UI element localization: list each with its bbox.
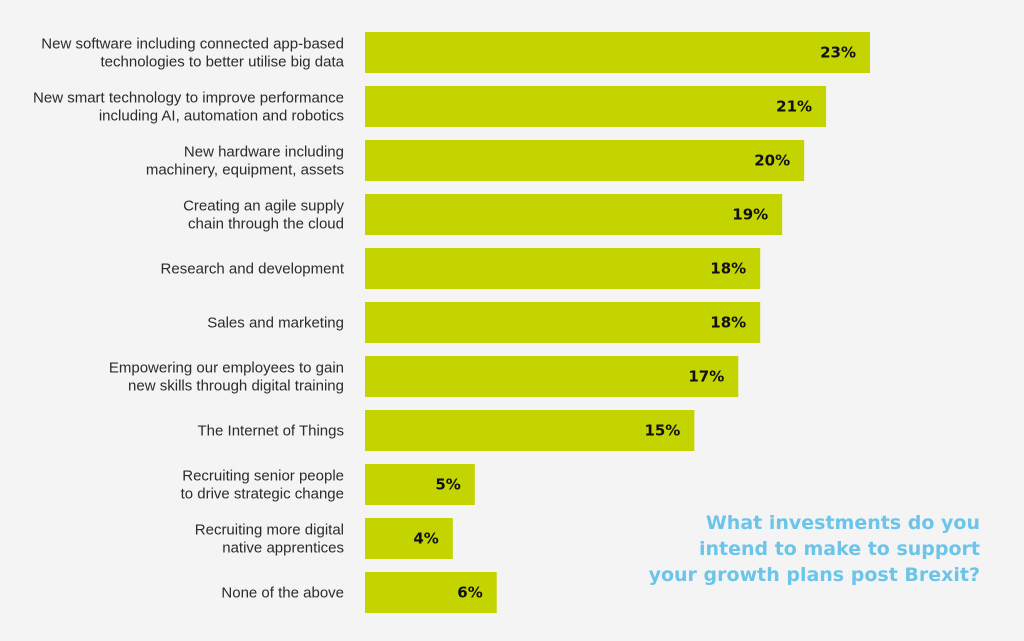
category-label-line: New software including connected app-bas… xyxy=(41,36,344,53)
value-label-5: 18% xyxy=(710,314,746,332)
chart-title-line-0: What investments do you xyxy=(706,512,980,534)
value-label-1: 21% xyxy=(776,98,812,116)
category-label-line: chain through the cloud xyxy=(188,216,344,233)
category-label-10: None of the above xyxy=(221,585,344,602)
value-label-3: 19% xyxy=(732,206,768,224)
bars-layer xyxy=(365,32,870,613)
value-label-4: 18% xyxy=(710,260,746,278)
category-label-line: new skills through digital training xyxy=(128,378,344,395)
bar-9 xyxy=(365,518,453,559)
bar-6 xyxy=(365,356,739,397)
category-label-4: Research and development xyxy=(161,261,345,278)
category-label-2: New hardware including machinery, equipme… xyxy=(146,144,344,179)
category-label-line: native apprentices xyxy=(222,540,344,557)
category-label-line: Sales and marketing xyxy=(207,315,344,332)
value-label-0: 23% xyxy=(820,44,856,62)
bar-0 xyxy=(365,32,870,73)
category-label-9: Recruiting more digital native apprentice… xyxy=(195,522,344,557)
value-label-10: 6% xyxy=(457,584,482,602)
category-label-line: technologies to better utilise big data xyxy=(101,54,345,71)
bar-8 xyxy=(365,464,475,505)
category-label-6: Empowering our employees to gain new skil… xyxy=(109,360,344,395)
category-label-3: Creating an agile supply chain through th… xyxy=(183,198,344,233)
category-label-line: New hardware including xyxy=(184,144,344,161)
category-label-line: New smart technology to improve performa… xyxy=(33,90,344,107)
bar-4 xyxy=(365,248,761,289)
chart-title-line-1: intend to make to support xyxy=(699,538,980,560)
chart-title: What investments do you intend to make to… xyxy=(649,512,980,586)
value-labels: 23% 21% 20% 19% 18% 18% 17% 15% 5% 4% 6% xyxy=(413,44,856,602)
category-label-line: including AI, automation and robotics xyxy=(99,108,344,125)
category-label-line: to drive strategic change xyxy=(181,486,344,503)
category-label-line: Research and development xyxy=(161,261,345,278)
category-label-line: The Internet of Things xyxy=(198,423,344,440)
bar-3 xyxy=(365,194,783,235)
chart-title-line-2: your growth plans post Brexit? xyxy=(649,564,980,586)
value-label-7: 15% xyxy=(644,422,680,440)
category-label-5: Sales and marketing xyxy=(207,315,344,332)
value-label-9: 4% xyxy=(413,530,438,548)
category-label-line: None of the above xyxy=(221,585,344,602)
category-label-line: machinery, equipment, assets xyxy=(146,162,344,179)
bar-1 xyxy=(365,86,827,127)
category-label-line: Recruiting more digital xyxy=(195,522,344,539)
value-label-6: 17% xyxy=(688,368,724,386)
category-label-1: New smart technology to improve performa… xyxy=(33,90,344,125)
category-label-8: Recruiting senior people to drive strateg… xyxy=(181,468,344,503)
category-label-line: Empowering our employees to gain xyxy=(109,360,344,377)
bar-10 xyxy=(365,572,497,613)
category-label-7: The Internet of Things xyxy=(198,423,344,440)
bar-7 xyxy=(365,410,695,451)
value-label-2: 20% xyxy=(754,152,790,170)
bar-2 xyxy=(365,140,805,181)
value-label-8: 5% xyxy=(435,476,460,494)
category-label-line: Recruiting senior people xyxy=(182,468,344,485)
category-label-line: Creating an agile supply xyxy=(183,198,344,215)
category-labels: New software including connected app-bas… xyxy=(33,36,345,602)
category-label-0: New software including connected app-bas… xyxy=(41,36,344,71)
bar-5 xyxy=(365,302,761,343)
